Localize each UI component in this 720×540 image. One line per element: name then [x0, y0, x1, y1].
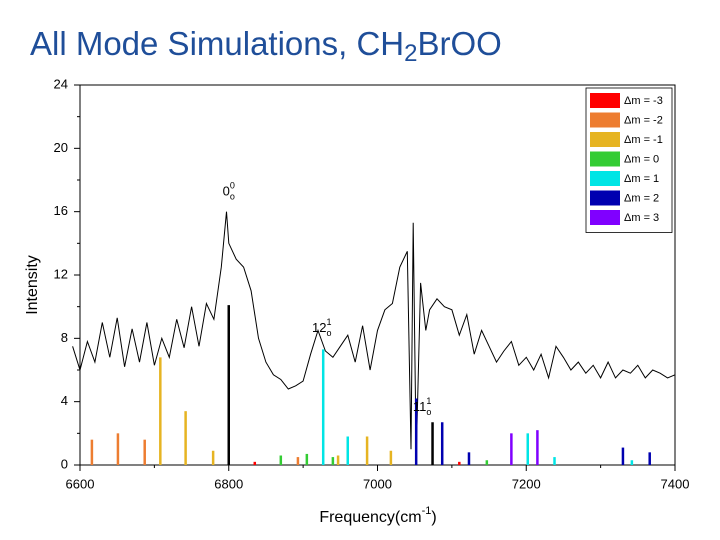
annotation-sub: o — [230, 192, 235, 202]
legend-swatch — [590, 210, 620, 225]
legend-label: Δm = 3 — [624, 212, 659, 224]
chart-title: All Mode Simulations, CH2BrOO — [30, 25, 502, 68]
x-label-text: Frequency(cm — [319, 509, 421, 526]
annotation: 00 o — [223, 181, 235, 202]
x-axis-label: Frequency(cm-1) — [319, 505, 436, 526]
annotation-sub: o — [426, 407, 431, 417]
x-tick-label: 6800 — [214, 476, 243, 491]
spectrum-line — [72, 211, 676, 458]
title-text: BrOO — [418, 25, 502, 62]
title-subscript: 2 — [404, 40, 417, 67]
annotation-sub: o — [326, 328, 331, 338]
legend-label: Δm = 1 — [624, 173, 659, 185]
legend-swatch — [590, 132, 620, 147]
annotation-sup: 1 — [426, 396, 431, 406]
x-tick-label: 7200 — [512, 476, 541, 491]
legend-label: Δm = -2 — [624, 114, 663, 126]
legend-label: Δm = 2 — [624, 192, 659, 204]
legend-swatch — [590, 112, 620, 128]
legend-label: Δm = 0 — [624, 153, 659, 165]
x-tick-label: 6600 — [66, 476, 95, 491]
y-tick-label: 0 — [61, 456, 68, 471]
x-label-text: ) — [431, 509, 436, 526]
y-tick-label: 20 — [54, 140, 68, 155]
legend-label: Δm = -3 — [624, 95, 663, 107]
x-tick-label: 7400 — [661, 476, 690, 491]
legend-label: Δm = -1 — [624, 134, 663, 146]
y-tick-label: 4 — [61, 393, 68, 408]
annotation-text: 0 — [223, 184, 230, 199]
annotation: 121 o — [312, 317, 332, 338]
annotation-sup: 0 — [230, 181, 235, 191]
legend-swatch — [590, 93, 620, 108]
x-label-sup: -1 — [422, 505, 432, 517]
y-tick-label: 12 — [54, 266, 68, 281]
y-tick-label: 16 — [54, 203, 68, 218]
y-tick-label: 8 — [61, 330, 68, 345]
legend-swatch — [590, 151, 620, 167]
annotation-text: 11 — [413, 399, 427, 414]
legend-swatch — [590, 190, 620, 206]
y-axis-label: Intensity — [24, 255, 41, 315]
annotation-text: 12 — [312, 320, 326, 335]
annotation: 111 o — [413, 396, 432, 417]
y-tick-label: 24 — [54, 76, 68, 91]
legend-swatch — [590, 171, 620, 186]
annotation-sup: 1 — [326, 317, 331, 327]
x-tick-label: 7000 — [363, 476, 392, 491]
title-text: All Mode Simulations, CH — [30, 25, 404, 62]
